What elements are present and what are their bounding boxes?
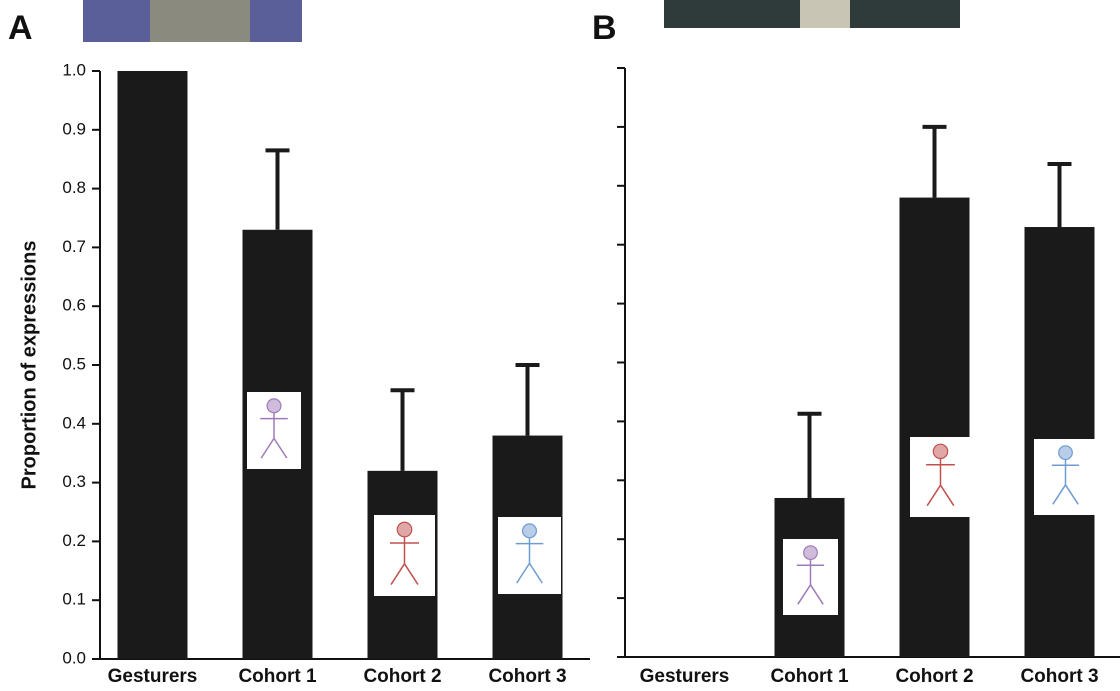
panel-label: A [8, 9, 33, 47]
x-tick-label: Cohort 1 [238, 666, 317, 687]
y-tick-label: 1.0 [62, 60, 86, 79]
y-tick-label: 0.7 [62, 237, 86, 256]
icon-head [397, 522, 412, 537]
x-tick-label: Gesturers [108, 666, 198, 687]
photo-wall [800, 0, 850, 28]
icon-head [267, 399, 281, 413]
bar [118, 71, 188, 659]
y-tick-label: 0.0 [62, 648, 86, 667]
y-tick-label: 0.6 [62, 296, 86, 315]
figure: A B Proportion of expressions 0.0 0.1 0.2 0… [0, 0, 1120, 691]
icon-head [933, 444, 947, 458]
photo-figure [150, 0, 250, 42]
icon-head [1059, 446, 1073, 460]
panel-label: B [592, 9, 617, 47]
y-tick-label: 0.8 [62, 178, 86, 197]
x-tick-label: Gesturers [640, 666, 730, 687]
icon-head [523, 524, 537, 538]
x-tick-label: Cohort 3 [488, 666, 566, 687]
y-tick-label: 0.5 [62, 354, 86, 373]
y-tick-label: 0.9 [62, 119, 86, 138]
y-tick-label: 0.4 [62, 413, 86, 432]
icon-head [804, 546, 818, 560]
x-tick-label: Cohort 2 [363, 666, 441, 687]
x-tick-label: Cohort 3 [1020, 666, 1098, 687]
y-tick-label: 0.3 [62, 472, 86, 491]
y-tick-label: 0.2 [62, 531, 86, 550]
x-tick-label: Cohort 1 [770, 666, 849, 687]
y-axis-title: Proportion of expressions [18, 241, 40, 490]
x-tick-label: Cohort 2 [895, 666, 973, 687]
y-tick-label: 0.1 [62, 590, 86, 609]
bar [900, 198, 970, 657]
